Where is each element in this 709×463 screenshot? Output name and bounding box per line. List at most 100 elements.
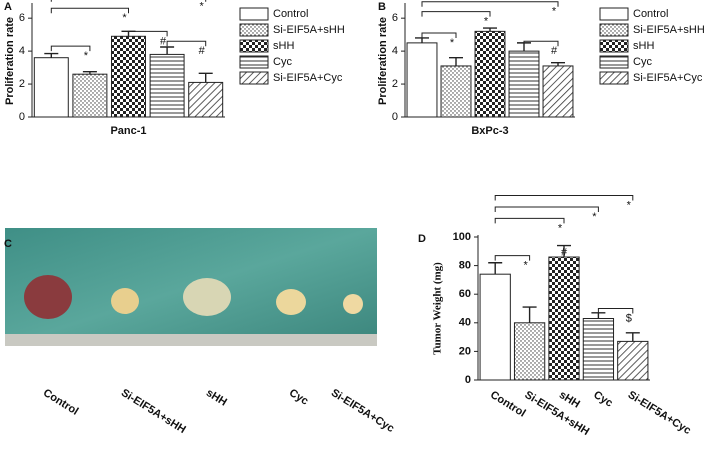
y-tick-label: 6: [392, 12, 398, 24]
bar: [111, 35, 146, 118]
legend-label: sHH: [633, 40, 654, 52]
x-axis-title: BxPc-3: [471, 125, 508, 137]
significance-mark: *: [627, 199, 632, 211]
legend-label: Cyc: [273, 56, 292, 68]
legend-swatch: [599, 7, 629, 21]
error-bar: [483, 27, 497, 32]
significance-bracket: [523, 40, 559, 47]
bar: [542, 65, 574, 118]
tumor: [276, 289, 306, 315]
legend-swatch: [599, 55, 629, 69]
error-bar: [557, 244, 571, 258]
significance-bracket: [421, 1, 559, 7]
error-bar: [551, 61, 565, 66]
significance-mark: *: [122, 12, 127, 24]
y-tick-label: 80: [459, 260, 471, 272]
error-bar: [449, 57, 463, 66]
significance-mark: *: [552, 6, 557, 18]
significance-bracket: [50, 7, 129, 14]
y-tick-label: 0: [392, 111, 398, 123]
y-tick-label: 60: [459, 288, 471, 300]
bar: [406, 42, 438, 118]
photo-label: Control: [41, 387, 81, 418]
significance-mark: *: [523, 259, 528, 271]
tumor: [24, 275, 72, 319]
legend-label: Si-EIF5A+sHH: [633, 24, 705, 36]
error-bar: [44, 52, 59, 58]
bar: [188, 81, 224, 118]
error-bar: [488, 262, 503, 275]
y-tick-label: 0: [465, 374, 471, 386]
y-tick-label: 6: [19, 12, 25, 24]
bar: [440, 65, 472, 118]
bar: [149, 53, 185, 118]
error-bar: [591, 312, 606, 319]
legend-label: sHH: [273, 40, 294, 52]
tumor: [111, 288, 139, 314]
significance-bracket: [494, 195, 634, 201]
photo-label: Si-EIF5A+Cyc: [329, 387, 396, 435]
y-tick-label: 4: [392, 45, 398, 57]
bar: [548, 256, 580, 381]
significance-mark: *: [200, 1, 205, 13]
bar: [72, 73, 108, 118]
error-bar: [522, 306, 537, 323]
panel-label: A: [4, 1, 12, 13]
significance-mark: *: [450, 37, 455, 49]
y-tick-label: 100: [453, 231, 471, 243]
significance-bracket: [128, 30, 168, 37]
legend-swatch: [239, 23, 269, 37]
y-axis-title: Proliferation rate: [4, 17, 16, 105]
bar: [582, 318, 615, 381]
x-tick-label: Control: [488, 389, 528, 420]
y-axis-title: Tumor Weight (mg): [432, 262, 444, 355]
ruler: [5, 334, 377, 346]
significance-mark: *: [592, 211, 597, 223]
significance-bracket: [166, 40, 207, 47]
y-tick-label: 2: [392, 78, 398, 90]
x-axis-title: Panc-1: [110, 125, 146, 137]
significance-mark: *: [558, 222, 563, 234]
legend-label: Control: [633, 8, 668, 20]
y-tick-label: 0: [19, 111, 25, 123]
significance-mark: #: [199, 45, 206, 57]
legend-swatch: [239, 7, 269, 21]
significance-bracket: [494, 217, 565, 224]
legend-swatch: [599, 23, 629, 37]
legend-label: Si-EIF5A+sHH: [273, 24, 345, 36]
y-tick-label: 4: [19, 45, 25, 57]
y-tick-label: 2: [19, 78, 25, 90]
y-tick-label: 20: [459, 345, 471, 357]
significance-bracket: [494, 206, 599, 212]
significance-bracket: [50, 0, 207, 2]
significance-mark: #: [160, 35, 167, 47]
x-tick-label: Cyc: [591, 389, 614, 410]
legend-swatch: [239, 71, 269, 85]
bar: [513, 322, 546, 381]
legend-label: Cyc: [633, 56, 652, 68]
legend-swatch: [599, 39, 629, 53]
error-bar: [160, 46, 175, 55]
significance-mark: *: [484, 15, 489, 27]
error-bar: [198, 72, 213, 83]
bar: [479, 273, 511, 381]
panel-label: D: [418, 233, 426, 245]
significance-bracket: [421, 32, 457, 38]
significance-bracket: [421, 11, 491, 17]
legend-swatch: [599, 71, 629, 85]
significance-bracket: [50, 45, 91, 52]
x-tick-label: sHH: [557, 389, 582, 411]
panel-label: C: [4, 238, 12, 250]
significance-bracket: [597, 308, 634, 314]
legend-label: Si-EIF5A+Cyc: [273, 72, 343, 84]
x-tick-label: Si-EIF5A+Cyc: [626, 389, 693, 437]
error-bar: [625, 332, 640, 342]
bar: [33, 57, 69, 118]
significance-mark: #: [561, 247, 568, 259]
tumor-photo: Control Si-EIF5A+sHH sHH Cyc Si-EIF5A+Cyc: [5, 228, 396, 436]
y-axis-title: Proliferation rate: [377, 17, 389, 105]
